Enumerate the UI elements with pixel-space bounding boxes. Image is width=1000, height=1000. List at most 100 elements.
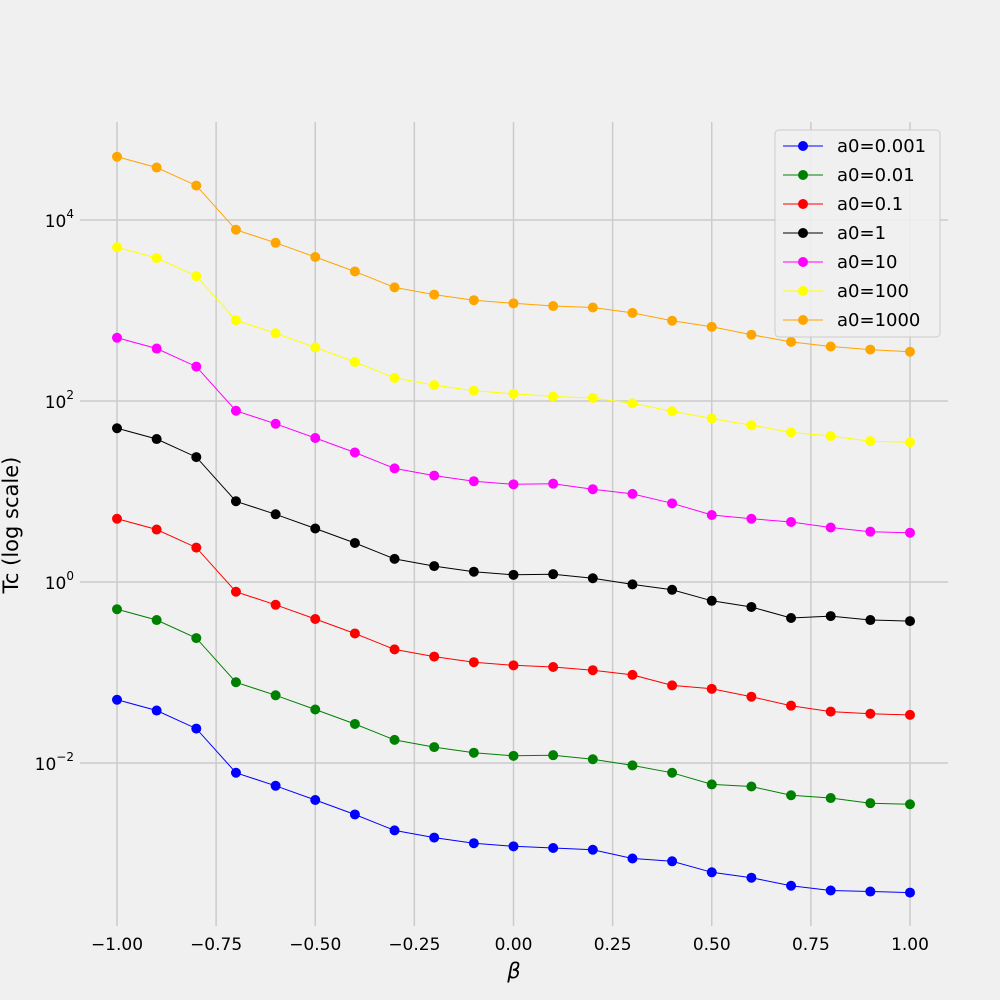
data-point xyxy=(191,452,202,463)
data-point xyxy=(746,691,757,702)
y-tick-base: 10 xyxy=(45,574,67,594)
x-tick-label: −0.25 xyxy=(388,935,440,955)
x-tick-label: 0.25 xyxy=(594,935,632,955)
x-tick-label: 0.00 xyxy=(495,935,533,955)
data-point xyxy=(349,628,360,639)
data-point xyxy=(548,750,559,761)
data-point xyxy=(825,885,836,896)
data-point xyxy=(310,433,321,444)
data-point xyxy=(112,151,122,162)
data-point xyxy=(667,498,678,509)
data-point xyxy=(310,704,321,715)
data-point xyxy=(349,537,360,548)
legend-label: a0=0.01 xyxy=(837,165,915,186)
data-point xyxy=(270,509,281,520)
legend-label: a0=100 xyxy=(837,281,909,302)
data-point xyxy=(389,372,400,383)
data-point xyxy=(389,282,400,293)
data-point xyxy=(667,584,678,595)
data-point xyxy=(270,237,281,248)
x-tick-label: −0.50 xyxy=(289,935,341,955)
data-point xyxy=(706,683,717,694)
data-point xyxy=(270,599,281,610)
data-point xyxy=(349,718,360,729)
data-point xyxy=(349,266,360,277)
x-tick-label: −1.00 xyxy=(91,935,143,955)
data-point xyxy=(548,478,559,489)
data-point xyxy=(706,779,717,790)
data-point xyxy=(905,616,915,627)
data-point xyxy=(508,479,519,490)
x-tick-label: 0.50 xyxy=(693,935,731,955)
data-point xyxy=(429,832,440,843)
data-point xyxy=(191,271,202,282)
y-tick-base: 10 xyxy=(35,755,57,775)
data-point xyxy=(587,302,598,313)
data-point xyxy=(587,754,598,765)
data-point xyxy=(587,665,598,676)
data-point xyxy=(310,614,321,625)
x-axis-label: β xyxy=(506,959,520,983)
data-point xyxy=(468,566,479,577)
data-point xyxy=(112,242,122,253)
data-point xyxy=(905,799,915,810)
data-point xyxy=(865,615,876,626)
series-a0=100 xyxy=(112,242,915,448)
series-a0=1 xyxy=(112,423,915,627)
data-point xyxy=(825,341,836,352)
data-point xyxy=(825,793,836,804)
data-point xyxy=(627,760,638,771)
data-point xyxy=(270,780,281,791)
data-point xyxy=(191,633,202,644)
data-point xyxy=(112,332,122,343)
data-point xyxy=(151,343,162,354)
data-point xyxy=(429,742,440,753)
data-point xyxy=(151,615,162,626)
data-point xyxy=(786,517,797,528)
data-point xyxy=(865,436,876,447)
data-point xyxy=(627,488,638,499)
data-point xyxy=(667,680,678,691)
data-point xyxy=(151,705,162,716)
data-point xyxy=(230,496,241,507)
data-point xyxy=(151,524,162,535)
data-point xyxy=(508,298,519,309)
data-point xyxy=(508,660,519,671)
series-a0=0.001 xyxy=(112,694,915,898)
data-point xyxy=(191,361,202,372)
legend-marker xyxy=(798,257,808,267)
data-point xyxy=(667,767,678,778)
data-point xyxy=(508,750,519,761)
legend-label: a0=0.1 xyxy=(837,194,903,215)
data-point xyxy=(429,651,440,662)
data-point xyxy=(508,569,519,580)
data-point xyxy=(746,872,757,883)
legend-marker xyxy=(798,315,808,325)
data-point xyxy=(310,252,321,263)
data-point xyxy=(746,781,757,792)
data-point xyxy=(468,295,479,306)
data-point xyxy=(905,887,915,898)
data-point xyxy=(151,162,162,173)
x-axis-ticks: −1.00 −0.75 −0.50 −0.25 0.00 0.25 0.50 0.75 1.00 xyxy=(91,935,929,955)
data-point xyxy=(230,405,241,416)
data-point xyxy=(746,601,757,612)
legend-marker xyxy=(798,170,808,180)
data-point xyxy=(151,434,162,445)
data-point xyxy=(349,447,360,458)
y-tick-base: 10 xyxy=(45,212,67,232)
y-tick-base: 10 xyxy=(45,393,67,413)
data-point xyxy=(627,579,638,590)
data-point xyxy=(389,734,400,745)
legend-box xyxy=(774,129,941,338)
data-point xyxy=(429,380,440,391)
data-point xyxy=(865,708,876,719)
data-point xyxy=(191,723,202,734)
data-point xyxy=(230,315,241,326)
y-tick-exponent: 0 xyxy=(66,569,74,583)
data-point xyxy=(270,328,281,339)
data-point xyxy=(468,747,479,758)
x-tick-label: 0.75 xyxy=(792,935,830,955)
data-point xyxy=(865,798,876,809)
